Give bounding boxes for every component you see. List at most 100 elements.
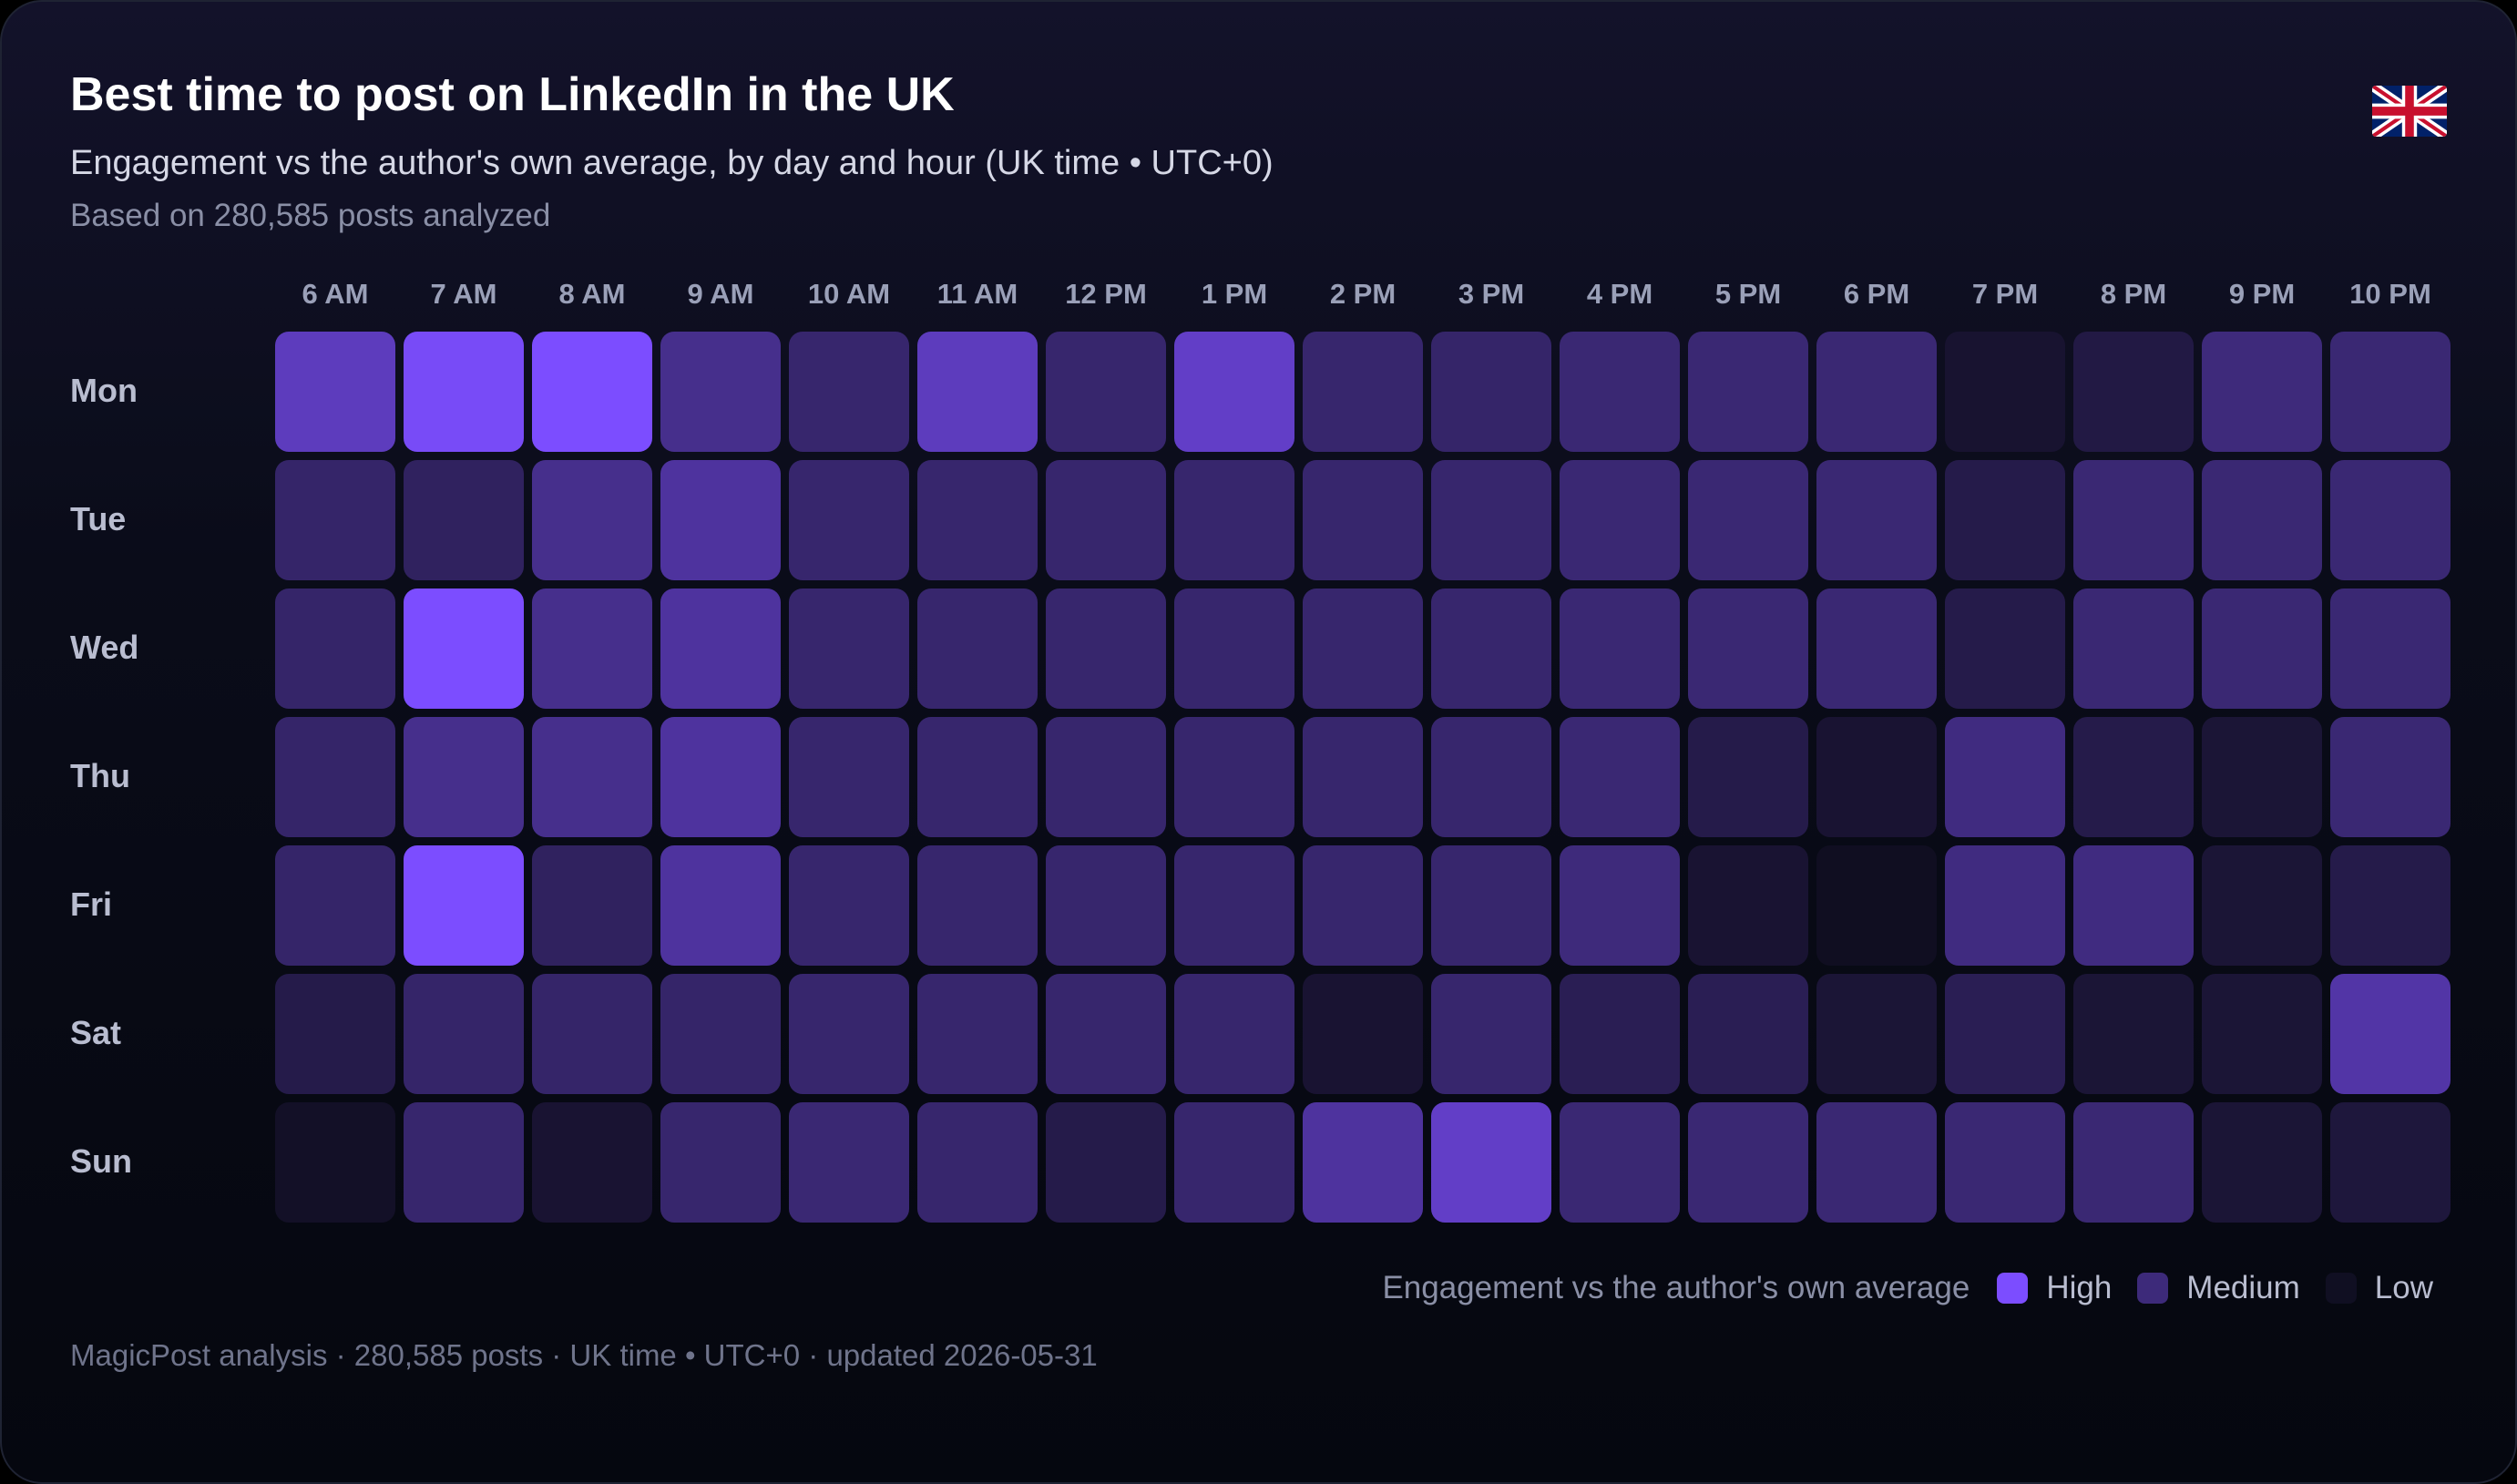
heatmap-cell bbox=[1431, 332, 1551, 452]
heatmap-cell bbox=[1174, 460, 1294, 580]
heatmap-cell bbox=[2073, 1102, 2194, 1223]
heatmap-cell bbox=[917, 588, 1038, 709]
heatmap-cell bbox=[789, 588, 909, 709]
heatmap-cell bbox=[1303, 717, 1423, 837]
day-label: Sun bbox=[70, 1142, 132, 1180]
legend-item-low: Low bbox=[2325, 1270, 2433, 1306]
heatmap-cell bbox=[1688, 717, 1808, 837]
heatmap-cell bbox=[1303, 845, 1423, 966]
heatmap-cell bbox=[1560, 460, 1680, 580]
heatmap-cell bbox=[532, 974, 652, 1094]
heatmap-cell bbox=[2202, 717, 2322, 837]
heatmap-cell bbox=[2330, 974, 2450, 1094]
heatmap-cell bbox=[1431, 1102, 1551, 1223]
heatmap-cell bbox=[2330, 332, 2450, 452]
footer-note: MagicPost analysis · 280,585 posts · UK … bbox=[70, 1338, 1098, 1372]
chart-subtitle: Engagement vs the author's own average, … bbox=[70, 144, 1274, 182]
hour-label: 6 PM bbox=[1843, 278, 1910, 310]
heatmap-cell bbox=[532, 332, 652, 452]
heatmap-cell bbox=[789, 332, 909, 452]
legend-label-low: Low bbox=[2374, 1270, 2433, 1305]
heatmap-cell bbox=[1945, 717, 2065, 837]
heatmap-cell bbox=[404, 332, 524, 452]
heatmap-cell bbox=[1688, 588, 1808, 709]
legend-item-high: High bbox=[1997, 1270, 2112, 1306]
heatmap-cell bbox=[2202, 1102, 2322, 1223]
heatmap-cell bbox=[275, 588, 395, 709]
heatmap-cell bbox=[1945, 332, 2065, 452]
uk-flag-icon bbox=[2372, 86, 2447, 137]
heatmap-cell bbox=[1174, 332, 1294, 452]
heatmap-cell bbox=[2330, 460, 2450, 580]
heatmap-cell bbox=[2073, 460, 2194, 580]
heatmap-cell bbox=[1046, 1102, 1166, 1223]
heatmap-cell bbox=[1945, 845, 2065, 966]
day-label: Fri bbox=[70, 885, 113, 923]
heatmap-cell bbox=[917, 460, 1038, 580]
heatmap-cell bbox=[1046, 588, 1166, 709]
heatmap-cell bbox=[660, 588, 781, 709]
day-label: Thu bbox=[70, 757, 130, 794]
legend-item-medium: Medium bbox=[2137, 1270, 2300, 1306]
hour-label: 9 AM bbox=[687, 278, 754, 310]
heatmap-cell bbox=[1174, 845, 1294, 966]
heatmap-cell bbox=[1431, 717, 1551, 837]
heatmap-cell bbox=[1174, 1102, 1294, 1223]
heatmap-cell bbox=[2202, 974, 2322, 1094]
heatmap-cell bbox=[917, 974, 1038, 1094]
hour-label: 5 PM bbox=[1714, 278, 1782, 310]
legend-swatch-medium bbox=[2137, 1273, 2169, 1304]
heatmap-cell bbox=[1046, 974, 1166, 1094]
heatmap-cell bbox=[2202, 332, 2322, 452]
heatmap-cell bbox=[532, 845, 652, 966]
heatmap-cell bbox=[660, 332, 781, 452]
heatmap-cell bbox=[532, 460, 652, 580]
heatmap-cell bbox=[1688, 974, 1808, 1094]
heatmap-cell bbox=[404, 974, 524, 1094]
heatmap-cell bbox=[789, 1102, 909, 1223]
heatmap-cell bbox=[660, 974, 781, 1094]
hour-label: 8 PM bbox=[2100, 278, 2167, 310]
heatmap-cell bbox=[660, 460, 781, 580]
legend-label-medium: Medium bbox=[2186, 1270, 2300, 1305]
heatmap-cell bbox=[1303, 460, 1423, 580]
heatmap-cell bbox=[2073, 717, 2194, 837]
hour-label: 7 AM bbox=[430, 278, 497, 310]
heatmap-cell bbox=[404, 1102, 524, 1223]
heatmap-cell bbox=[789, 717, 909, 837]
hour-label: 11 AM bbox=[936, 278, 1018, 310]
heatmap-cell bbox=[2330, 845, 2450, 966]
heatmap-cell bbox=[1303, 332, 1423, 452]
heatmap-cell bbox=[1816, 1102, 1937, 1223]
heatmap-cell bbox=[532, 588, 652, 709]
day-label: Wed bbox=[70, 629, 139, 666]
heatmap-cell bbox=[2202, 460, 2322, 580]
heatmap-cell bbox=[789, 845, 909, 966]
legend-swatch-high bbox=[1997, 1273, 2029, 1304]
heatmap-cell bbox=[2073, 974, 2194, 1094]
heatmap-cell bbox=[789, 974, 909, 1094]
heatmap-cell bbox=[1945, 1102, 2065, 1223]
hour-label: 3 PM bbox=[1458, 278, 1525, 310]
heatmap-cell bbox=[917, 1102, 1038, 1223]
heatmap-cell bbox=[917, 717, 1038, 837]
heatmap-cell bbox=[2202, 845, 2322, 966]
day-label: Mon bbox=[70, 372, 138, 409]
heatmap-cell bbox=[1046, 717, 1166, 837]
heatmap-cell bbox=[1431, 460, 1551, 580]
heatmap-cell bbox=[1046, 845, 1166, 966]
heatmap-cell bbox=[1688, 1102, 1808, 1223]
heatmap-cell bbox=[1303, 588, 1423, 709]
heatmap-cell bbox=[2073, 332, 2194, 452]
heatmap-cell bbox=[660, 845, 781, 966]
hour-label: 12 PM bbox=[1065, 278, 1147, 310]
legend-label-high: High bbox=[2046, 1270, 2113, 1305]
heatmap-cell bbox=[1560, 1102, 1680, 1223]
hour-label: 8 AM bbox=[558, 278, 626, 310]
heatmap-cell bbox=[1816, 974, 1937, 1094]
hour-label: 6 AM bbox=[302, 278, 369, 310]
heatmap-cell bbox=[1431, 974, 1551, 1094]
heatmap-cell bbox=[2073, 845, 2194, 966]
heatmap-cell bbox=[1046, 460, 1166, 580]
